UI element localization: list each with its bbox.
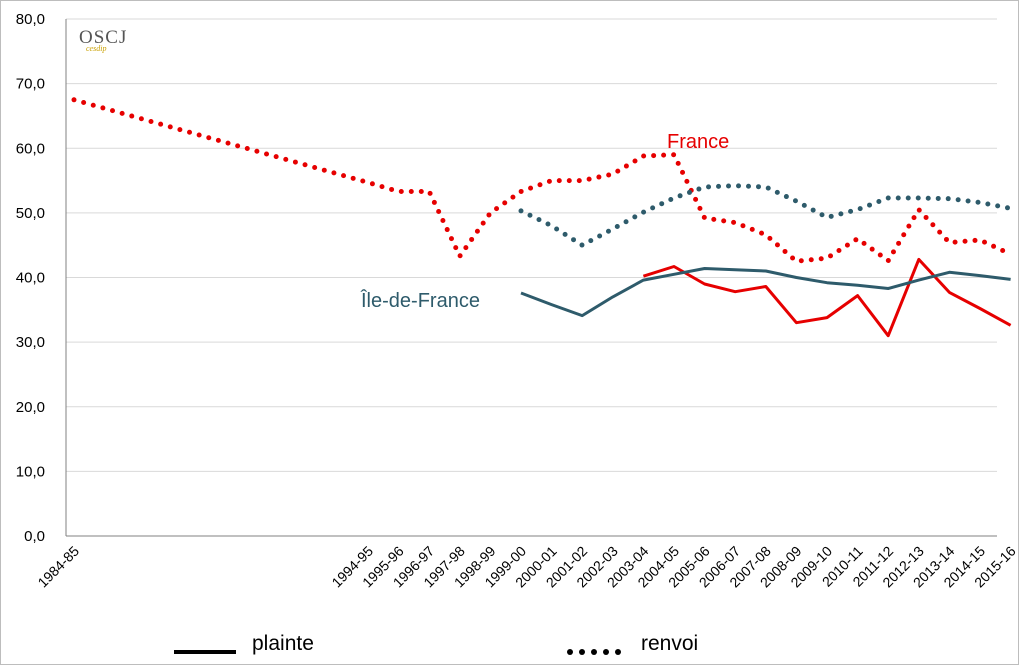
legend-dot — [615, 649, 621, 655]
series-line — [71, 97, 1014, 265]
tick-labels: 0,0 10,0 20,0 30,0 40,0 50,0 60,0 70,0 80,0 1984-… — [16, 11, 1019, 590]
legend-dot — [567, 649, 573, 655]
legend: plainte renvoi — [174, 632, 698, 655]
y-tick-label: 70,0 — [16, 76, 45, 93]
series-line — [642, 257, 1012, 338]
legend-dot — [579, 649, 585, 655]
series-renvoi-idf — [518, 183, 1014, 249]
legend-plainte-label: plainte — [252, 632, 314, 655]
y-tick-label: 40,0 — [16, 270, 45, 287]
series — [71, 97, 1014, 338]
series-plainte-france — [642, 257, 1012, 338]
logo-text: OSCJ — [79, 27, 127, 48]
series-label-idf: Île-de-France — [360, 289, 480, 312]
series-label-france: France — [667, 131, 729, 153]
y-tick-label: 50,0 — [16, 205, 45, 222]
series-line — [520, 267, 1011, 318]
y-tick-label: 80,0 — [16, 11, 45, 28]
series-renvoi-france — [71, 97, 1014, 265]
grid-lines — [66, 18, 997, 472]
y-tick-label: 0,0 — [24, 528, 45, 545]
y-tick-label: 10,0 — [16, 463, 45, 480]
x-tick-label: 1984-85 — [34, 543, 82, 591]
y-tick-label: 30,0 — [16, 334, 45, 351]
legend-renvoi-dots — [567, 649, 621, 655]
series-line — [518, 183, 1014, 249]
legend-dot — [591, 649, 597, 655]
legend-renvoi-label: renvoi — [641, 632, 698, 655]
legend-dot — [603, 649, 609, 655]
axes — [65, 19, 997, 537]
y-tick-label: 60,0 — [16, 140, 45, 157]
logo-subtext: cesdip — [86, 44, 106, 53]
y-tick-label: 20,0 — [16, 399, 45, 416]
series-plainte-idf — [520, 267, 1011, 318]
